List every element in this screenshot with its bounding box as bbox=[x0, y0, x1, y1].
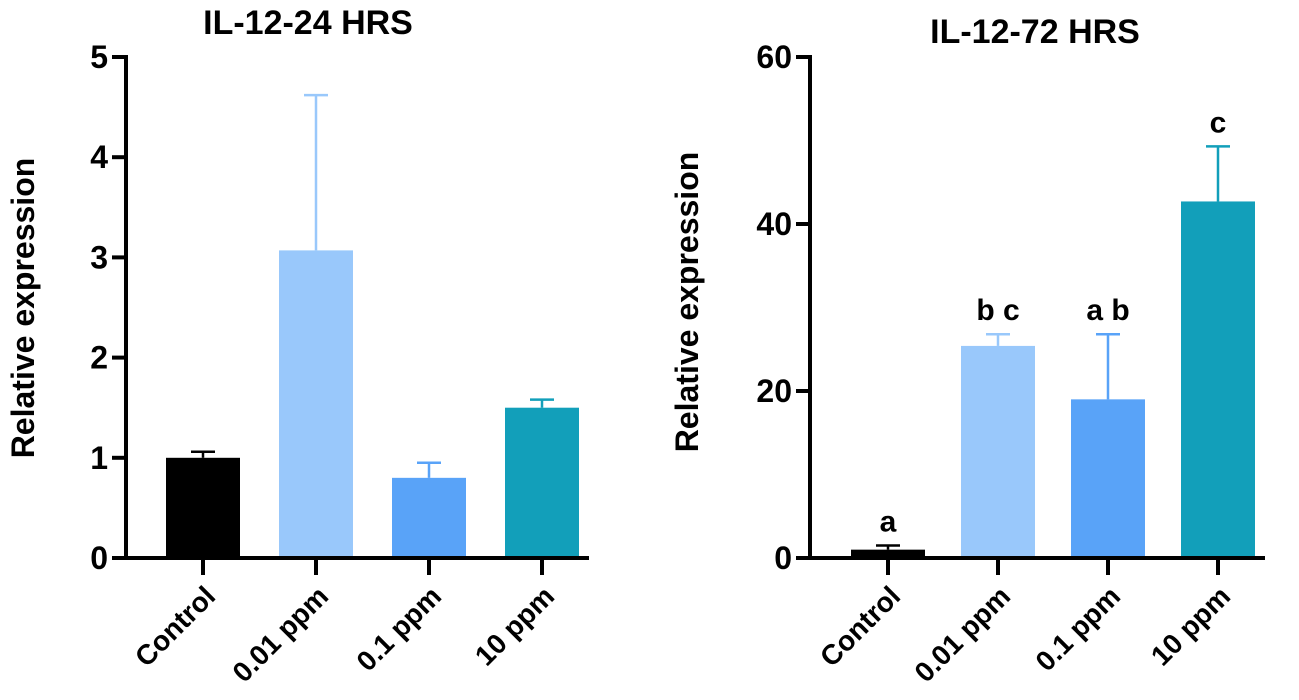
chart-title: IL-12-72 HRS bbox=[930, 13, 1140, 51]
bar bbox=[279, 250, 353, 559]
y-tick-label: 2 bbox=[90, 340, 108, 376]
y-tick-label: 0 bbox=[774, 540, 792, 576]
x-tick-label: Control bbox=[129, 580, 221, 672]
x-tick-label: 0.01 ppm bbox=[226, 580, 334, 688]
x-tick-label: 0.1 ppm bbox=[1030, 580, 1127, 677]
x-tick-label: 10 ppm bbox=[469, 580, 560, 671]
y-tick-label: 1 bbox=[90, 440, 108, 476]
y-tick-label: 5 bbox=[90, 39, 108, 75]
y-tick-label: 20 bbox=[756, 373, 792, 409]
bar bbox=[961, 345, 1035, 558]
bar bbox=[1181, 201, 1255, 558]
plot-area: a Control b c 0.01 ppm a b 0.1 ppm c 10 ppm 0 20 4… bbox=[756, 39, 1265, 688]
y-tick-label: 40 bbox=[756, 206, 792, 242]
chart-title: IL-12-24 HRS bbox=[203, 4, 413, 42]
x-tick-label: 10 ppm bbox=[1145, 580, 1236, 671]
y-tick-label: 3 bbox=[90, 239, 108, 275]
bar bbox=[505, 407, 579, 558]
bar bbox=[1071, 399, 1145, 558]
bar bbox=[392, 477, 466, 558]
plot-area: Control 0.01 ppm 0.1 ppm 10 ppm 0 1 2 3 4 5 bbox=[90, 39, 589, 688]
y-tick-label: 4 bbox=[90, 139, 108, 175]
y-axis-label: Relative expression bbox=[669, 152, 705, 453]
bar bbox=[851, 549, 925, 558]
y-tick-label: 60 bbox=[756, 39, 792, 75]
y-tick-label: 0 bbox=[90, 540, 108, 576]
x-tick-label: Control bbox=[814, 580, 906, 672]
significance-label: b c bbox=[976, 294, 1019, 327]
significance-label: c bbox=[1210, 106, 1227, 139]
significance-label: a bbox=[880, 505, 897, 538]
x-tick-label: 0.01 ppm bbox=[908, 580, 1016, 688]
chart-il12-72h: IL-12-72 HRS Relative expression a Contro… bbox=[669, 13, 1265, 688]
significance-label: a b bbox=[1086, 294, 1129, 327]
x-tick-label: 0.1 ppm bbox=[351, 580, 448, 677]
y-axis-label: Relative expression bbox=[5, 158, 41, 459]
chart-il12-24h: IL-12-24 HRS Relative expression Control… bbox=[5, 4, 589, 688]
bar bbox=[166, 457, 240, 558]
